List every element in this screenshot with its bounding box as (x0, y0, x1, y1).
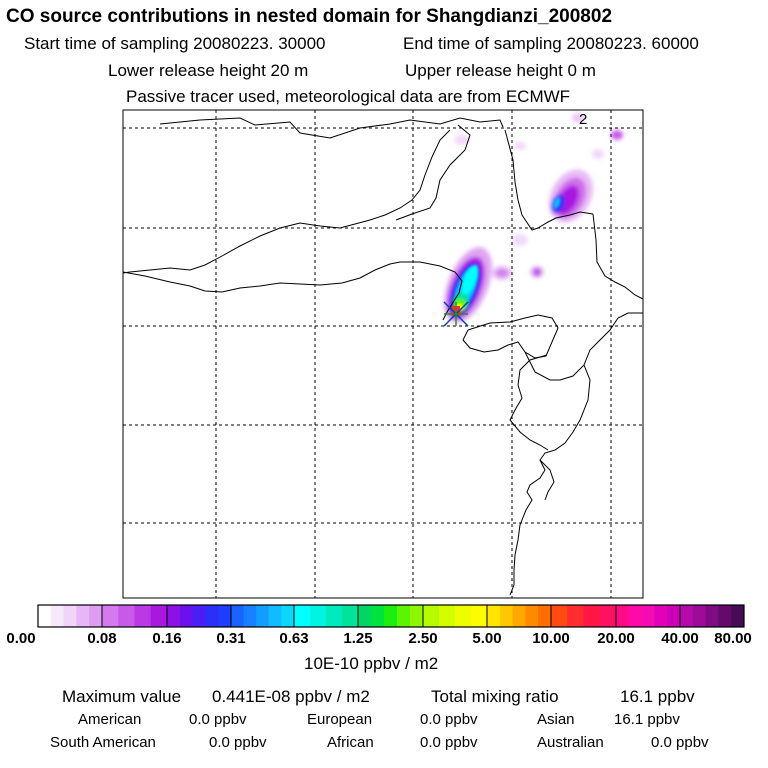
colorbar-tick-label: 10.00 (532, 630, 570, 647)
region-value-african: 0.0 ppbv (420, 734, 478, 751)
colorbar-tick-label: 20.00 (597, 630, 635, 647)
colorbar-unit-label: 10E-10 ppbv / m2 (304, 654, 439, 673)
colorbar-cell (654, 605, 668, 627)
colorbar-cell (455, 605, 472, 627)
colorbar-cell (281, 605, 295, 627)
colorbar-cell (326, 605, 343, 627)
colorbar-cell (692, 605, 707, 627)
colorbar-cell (439, 605, 456, 627)
colorbar-cell (134, 605, 152, 627)
colorbar-cell (487, 605, 501, 627)
colorbar-cell (641, 605, 655, 627)
map-frame (122, 109, 644, 599)
concentration-plume (444, 113, 623, 323)
colorbar-tick-label: 0.00 (6, 630, 36, 647)
colorbar-cell (205, 605, 219, 627)
max-value: 0.441E-08 ppbv / m2 (212, 687, 370, 706)
total-mixing-ratio-value: 16.1 ppbv (620, 687, 695, 706)
colorbar-cell (38, 605, 52, 627)
colorbar-tick-label: 2.50 (408, 630, 438, 647)
total-mixing-ratio-label: Total mixing ratio (431, 687, 559, 706)
colorbar-tick-label: 1.25 (343, 630, 373, 647)
chart-title: CO source contributions in nested domain… (6, 6, 613, 27)
colorbar-cell (371, 605, 385, 627)
colorbar-cell (294, 605, 311, 627)
colorbar-cell (167, 605, 181, 627)
colorbar-tick-label: 40.00 (661, 630, 699, 647)
region-value-american: 0.0 ppbv (189, 711, 247, 728)
colorbar-tick-label: 5.00 (472, 630, 502, 647)
region-value-asian: 16.1 ppbv (614, 711, 680, 728)
colorbar-cell (50, 605, 65, 627)
upper-release-label: Upper release height 0 m (405, 61, 596, 80)
colorbar-cell (76, 605, 90, 627)
colorbar-cell (310, 605, 327, 627)
colorbar-cell (718, 605, 732, 627)
colorbar-tick-label: 80.00 (714, 630, 752, 647)
colorbar-cell (583, 605, 601, 627)
colorbar-cell (471, 605, 488, 627)
colorbar-cell (680, 605, 694, 627)
region-name-european: European (307, 711, 373, 728)
colorbar-cell (150, 605, 168, 627)
end-time-label: End time of sampling 20080223. 60000 (403, 34, 699, 53)
colorbar-cell (423, 605, 440, 627)
contour-label: 2 (579, 111, 587, 128)
colorbar-cell (342, 605, 359, 627)
colorbar-cell (551, 605, 568, 627)
colorbar-cell (243, 605, 257, 627)
colorbar-cell (63, 605, 77, 627)
colorbar-tick-label: 0.31 (216, 630, 246, 647)
colorbar-cell (628, 605, 643, 627)
colorbar-cell (538, 605, 552, 627)
lower-release-label: Lower release height 20 m (108, 61, 309, 80)
colorbar-cell (118, 605, 135, 627)
colorbar-cell (231, 605, 245, 627)
colorbar-cell (410, 605, 424, 627)
tracer-info-label: Passive tracer used, meteorological data… (126, 87, 571, 106)
colorbar-cell (192, 605, 206, 627)
colorbar-tick-label: 0.08 (87, 630, 117, 647)
colorbar-cell (89, 605, 103, 627)
colorbar-tick-label: 0.63 (279, 630, 309, 647)
colorbar-cell (512, 605, 526, 627)
colorbar-cell (218, 605, 232, 627)
colorbar-cell (179, 605, 194, 627)
colorbar-cell (499, 605, 514, 627)
colorbar-cell (102, 605, 119, 627)
colorbar-cell (268, 605, 282, 627)
region-name-australian: Australian (537, 734, 604, 751)
grid-lines (123, 110, 643, 598)
max-value-label: Maximum value (62, 687, 182, 706)
colorbar-frame (37, 604, 745, 628)
receptor-marker (443, 301, 469, 327)
colorbar-cell (616, 605, 630, 627)
colorbar-cell (599, 605, 617, 627)
region-value-south-american: 0.0 ppbv (209, 734, 267, 751)
region-name-american: American (78, 711, 142, 728)
colorbar-cell (731, 605, 745, 627)
colorbar-cell (525, 605, 539, 627)
colorbar-cell (358, 605, 372, 627)
colorbar-cell (256, 605, 270, 627)
colorbar-tick-label: 0.16 (152, 630, 182, 647)
region-name-south-american: South American (50, 734, 156, 751)
region-name-asian: Asian (537, 711, 575, 728)
colorbar-cell (667, 605, 681, 627)
region-value-european: 0.0 ppbv (420, 711, 478, 728)
colorbar-cell (567, 605, 584, 627)
colorbar-cell (397, 605, 411, 627)
region-name-african: African (327, 734, 374, 751)
start-time-label: Start time of sampling 20080223. 30000 (24, 34, 326, 53)
colorbar-cell (705, 605, 719, 627)
region-value-australian: 0.0 ppbv (651, 734, 709, 751)
colorbar-cell (384, 605, 398, 627)
